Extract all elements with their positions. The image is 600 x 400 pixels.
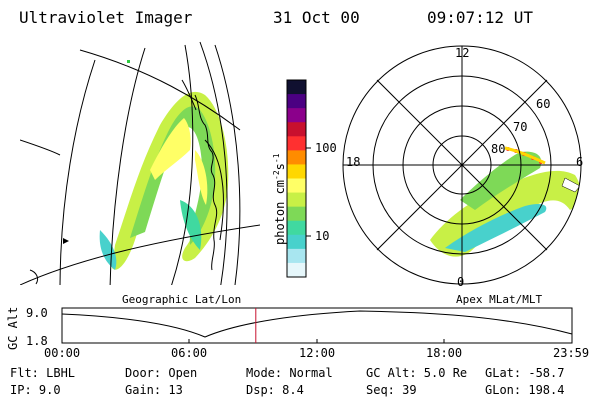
polar-mlt-plot — [342, 45, 582, 285]
observation-date: 31 Oct 00 — [273, 8, 360, 27]
param-gain: Gain: 13 — [125, 383, 183, 397]
sun-direction-marker — [63, 238, 69, 244]
param-door: Door: Open — [125, 366, 198, 380]
color-scale-swatch — [287, 164, 306, 179]
auroral-bright-patch — [195, 150, 208, 205]
color-scale-swatch — [287, 206, 306, 222]
mlt-label-6: 6 — [576, 155, 584, 169]
colorbar-unit-text: photon cm — [273, 179, 287, 245]
color-scale-swatch — [287, 192, 306, 208]
polar-grid — [342, 45, 582, 285]
isolated-pixel — [127, 60, 130, 63]
mlat-label-60: 60 — [536, 97, 551, 111]
colorbar-unit-exponent: -1 — [272, 153, 281, 164]
param-seq: Seq: 39 — [366, 383, 417, 397]
map-grid — [20, 41, 260, 285]
altitude-ytick-max: 9.0 — [26, 306, 48, 320]
instrument-title: Ultraviolet Imager — [19, 8, 193, 27]
altitude-xtick-1800: 18:00 — [426, 346, 463, 360]
polar-bright-arc — [504, 146, 546, 165]
mlt-label-0: 0 — [457, 275, 465, 289]
param-dsp: Dsp: 8.4 — [246, 383, 304, 397]
coastline — [29, 79, 224, 285]
param-glat: GLat: -58.7 — [485, 366, 565, 380]
auroral-bright-patch — [150, 118, 191, 180]
altitude-strip — [61, 307, 573, 344]
colorbar-label-10: 10 — [315, 229, 330, 243]
mlat-label-80: 80 — [491, 142, 506, 156]
mlt-label-18: 18 — [346, 155, 361, 169]
colorbar-unit-seconds: s — [273, 163, 287, 171]
auroral-edge-patch — [180, 200, 202, 250]
color-scale-swatch — [287, 108, 306, 123]
mlt-label-12: 12 — [455, 46, 470, 60]
polar-aurora-band — [445, 204, 547, 252]
color-scale-swatch — [287, 262, 306, 278]
param-glon: GLon: 198.4 — [485, 383, 565, 397]
geographic-caption: Geographic Lat/Lon — [122, 293, 242, 306]
auroral-edge-patch — [99, 230, 117, 270]
altitude-xtick-1200: 12:00 — [299, 346, 336, 360]
color-scale-swatch — [287, 220, 306, 236]
altitude-curve — [61, 310, 573, 338]
altitude-xtick-0000: 00:00 — [44, 346, 81, 360]
param-mode: Mode: Normal — [246, 366, 333, 380]
color-scale-swatch — [287, 234, 306, 250]
colorbar-unit-label: photon cm-2s-1 — [272, 153, 287, 245]
observation-time: 09:07:12 UT — [427, 8, 533, 27]
color-scale-bar — [286, 79, 311, 278]
color-scale-swatch — [287, 80, 306, 95]
param-gc-alt: GC Alt: 5.0 Re — [366, 366, 468, 380]
altitude-xtick-0600: 06:00 — [171, 346, 208, 360]
altitude-xtick-2359: 23:59 — [553, 346, 590, 360]
color-scale-frame — [286, 79, 307, 278]
color-scale-swatch — [287, 94, 306, 109]
auroral-oval-mid — [130, 106, 216, 246]
color-scale-swatch — [287, 178, 306, 194]
geographic-map — [20, 41, 260, 285]
param-filter: Flt: LBHL — [10, 366, 76, 380]
color-scale-swatch — [287, 150, 306, 165]
altitude-xticks — [61, 339, 573, 343]
colorbar-unit-exponent: -2 — [272, 170, 281, 180]
altitude-ytick-min: 1.8 — [26, 334, 48, 348]
param-ip: IP: 9.0 — [10, 383, 61, 397]
color-scale-swatch — [287, 122, 306, 137]
colorbar-label-100: 100 — [315, 141, 337, 155]
altitude-ylabel: GC Alt — [6, 306, 20, 350]
apex-caption: Apex MLat/MLT — [456, 293, 543, 306]
color-scale-swatch — [287, 136, 306, 151]
color-scale-swatch — [287, 248, 306, 264]
altitude-frame — [61, 307, 573, 344]
mlat-label-70: 70 — [513, 120, 528, 134]
polar-aurora-edge — [561, 177, 581, 193]
color-scale-swatches — [287, 80, 306, 278]
